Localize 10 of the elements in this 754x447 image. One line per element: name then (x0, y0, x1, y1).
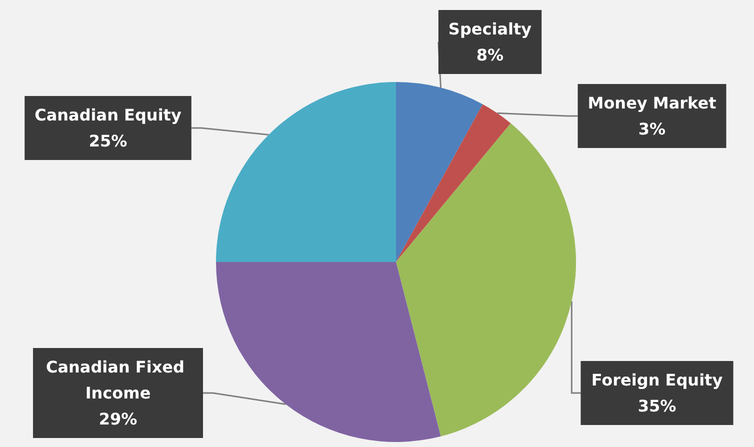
slice-label: Specialty (448, 20, 532, 38)
data-label: 29% (98, 410, 138, 428)
data-label: 35% (638, 396, 676, 416)
slice-label: Canadian Equity (34, 106, 182, 124)
data-label: 3% (638, 120, 666, 138)
data-label: 8% (476, 46, 504, 64)
slice-label: Canadian Fixed Income (46, 358, 190, 402)
slice-label: Foreign Equity (591, 370, 724, 390)
slice-label: Money Market (588, 94, 717, 112)
data-label: 25% (88, 132, 128, 150)
